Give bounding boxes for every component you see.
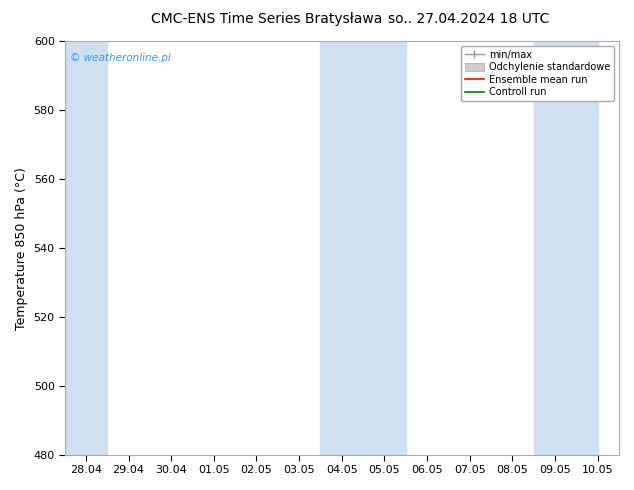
Bar xyxy=(534,41,598,455)
Text: © weatheronline.pl: © weatheronline.pl xyxy=(70,53,171,64)
Text: CMC-ENS Time Series Bratysława: CMC-ENS Time Series Bratysława xyxy=(151,12,382,26)
Bar xyxy=(320,41,406,455)
Text: so.. 27.04.2024 18 UTC: so.. 27.04.2024 18 UTC xyxy=(389,12,550,26)
Y-axis label: Temperature 850 hPa (°C): Temperature 850 hPa (°C) xyxy=(15,167,28,330)
Legend: min/max, Odchylenie standardowe, Ensemble mean run, Controll run: min/max, Odchylenie standardowe, Ensembl… xyxy=(461,46,614,101)
Bar xyxy=(65,41,107,455)
